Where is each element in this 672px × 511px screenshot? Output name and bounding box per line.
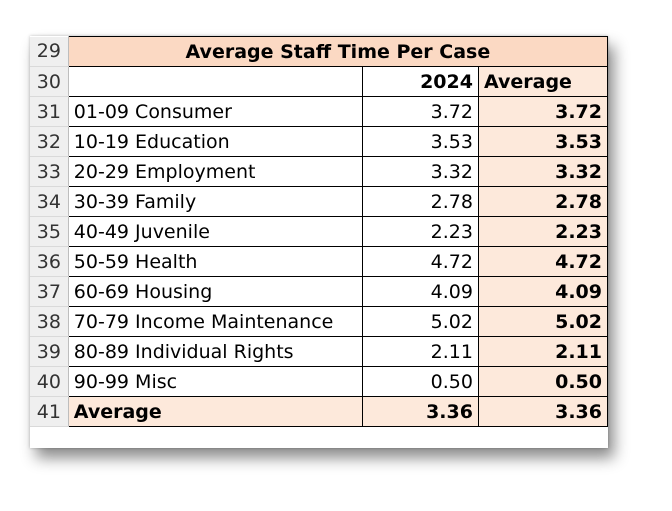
table-row: 40 90-99 Misc 0.50 0.50 — [30, 366, 609, 397]
table-row: 34 30-39 Family 2.78 2.78 — [30, 186, 609, 217]
year-value-cell[interactable]: 2.11 — [362, 336, 479, 367]
table-row: 36 50-59 Health 4.72 4.72 — [30, 246, 609, 277]
average-value-cell[interactable]: 0.50 — [477, 366, 609, 397]
row-header[interactable]: 36 — [30, 246, 69, 277]
table-row: 39 80-89 Individual Rights 2.11 2.11 — [30, 336, 609, 367]
year-value-cell[interactable]: 3.53 — [362, 126, 479, 157]
spreadsheet-window: 29 Average Staff Time Per Case 30 2024 A… — [30, 36, 609, 448]
column-header-average[interactable]: Average — [477, 66, 609, 97]
row-header[interactable]: 41 — [30, 396, 69, 427]
footer-year-cell[interactable]: 3.36 — [362, 396, 479, 427]
footer-label-cell[interactable]: Average — [67, 396, 364, 427]
row-header[interactable]: 31 — [30, 96, 69, 127]
category-cell[interactable]: 70-79 Income Maintenance — [67, 306, 364, 337]
row-header[interactable]: 37 — [30, 276, 69, 307]
year-value-cell[interactable]: 5.02 — [362, 306, 479, 337]
row-header[interactable]: 30 — [30, 66, 69, 97]
row-header[interactable]: 35 — [30, 216, 69, 247]
category-cell[interactable]: 90-99 Misc — [67, 366, 364, 397]
table-row: 31 01-09 Consumer 3.72 3.72 — [30, 96, 609, 127]
category-cell[interactable]: 60-69 Housing — [67, 276, 364, 307]
row-header[interactable]: 38 — [30, 306, 69, 337]
table-row: 37 60-69 Housing 4.09 4.09 — [30, 276, 609, 307]
table-row: 35 40-49 Juvenile 2.23 2.23 — [30, 216, 609, 247]
row-header[interactable]: 34 — [30, 186, 69, 217]
category-cell[interactable]: 40-49 Juvenile — [67, 216, 364, 247]
table-row: 32 10-19 Education 3.53 3.53 — [30, 126, 609, 157]
category-cell[interactable]: 10-19 Education — [67, 126, 364, 157]
category-cell[interactable]: 20-29 Employment — [67, 156, 364, 187]
year-value-cell[interactable]: 4.72 — [362, 246, 479, 277]
year-value-cell[interactable]: 0.50 — [362, 366, 479, 397]
year-value-cell[interactable]: 3.32 — [362, 156, 479, 187]
column-header-year[interactable]: 2024 — [362, 66, 479, 97]
table-title[interactable]: Average Staff Time Per Case — [67, 36, 609, 67]
average-value-cell[interactable]: 4.09 — [477, 276, 609, 307]
row-header[interactable]: 40 — [30, 366, 69, 397]
average-value-cell[interactable]: 2.11 — [477, 336, 609, 367]
average-value-cell[interactable]: 2.78 — [477, 186, 609, 217]
row-header[interactable]: 39 — [30, 336, 69, 367]
year-value-cell[interactable]: 2.23 — [362, 216, 479, 247]
year-value-cell[interactable]: 2.78 — [362, 186, 479, 217]
title-row: 29 Average Staff Time Per Case — [30, 36, 609, 67]
category-cell[interactable]: 80-89 Individual Rights — [67, 336, 364, 367]
row-header[interactable]: 33 — [30, 156, 69, 187]
average-value-cell[interactable]: 3.32 — [477, 156, 609, 187]
row-header[interactable]: 29 — [30, 36, 69, 67]
category-cell[interactable]: 01-09 Consumer — [67, 96, 364, 127]
table-row: 33 20-29 Employment 3.32 3.32 — [30, 156, 609, 187]
staff-time-table: 29 Average Staff Time Per Case 30 2024 A… — [30, 36, 609, 427]
row-header[interactable]: 32 — [30, 126, 69, 157]
header-blank-cell[interactable] — [67, 66, 364, 97]
average-value-cell[interactable]: 2.23 — [477, 216, 609, 247]
average-value-cell[interactable]: 5.02 — [477, 306, 609, 337]
average-value-cell[interactable]: 3.53 — [477, 126, 609, 157]
average-value-cell[interactable]: 4.72 — [477, 246, 609, 277]
year-value-cell[interactable]: 3.72 — [362, 96, 479, 127]
average-value-cell[interactable]: 3.72 — [477, 96, 609, 127]
footer-average-cell[interactable]: 3.36 — [477, 396, 609, 427]
category-cell[interactable]: 30-39 Family — [67, 186, 364, 217]
category-cell[interactable]: 50-59 Health — [67, 246, 364, 277]
header-row: 30 2024 Average — [30, 66, 609, 97]
footer-row: 41 Average 3.36 3.36 — [30, 396, 609, 427]
year-value-cell[interactable]: 4.09 — [362, 276, 479, 307]
table-row: 38 70-79 Income Maintenance 5.02 5.02 — [30, 306, 609, 337]
